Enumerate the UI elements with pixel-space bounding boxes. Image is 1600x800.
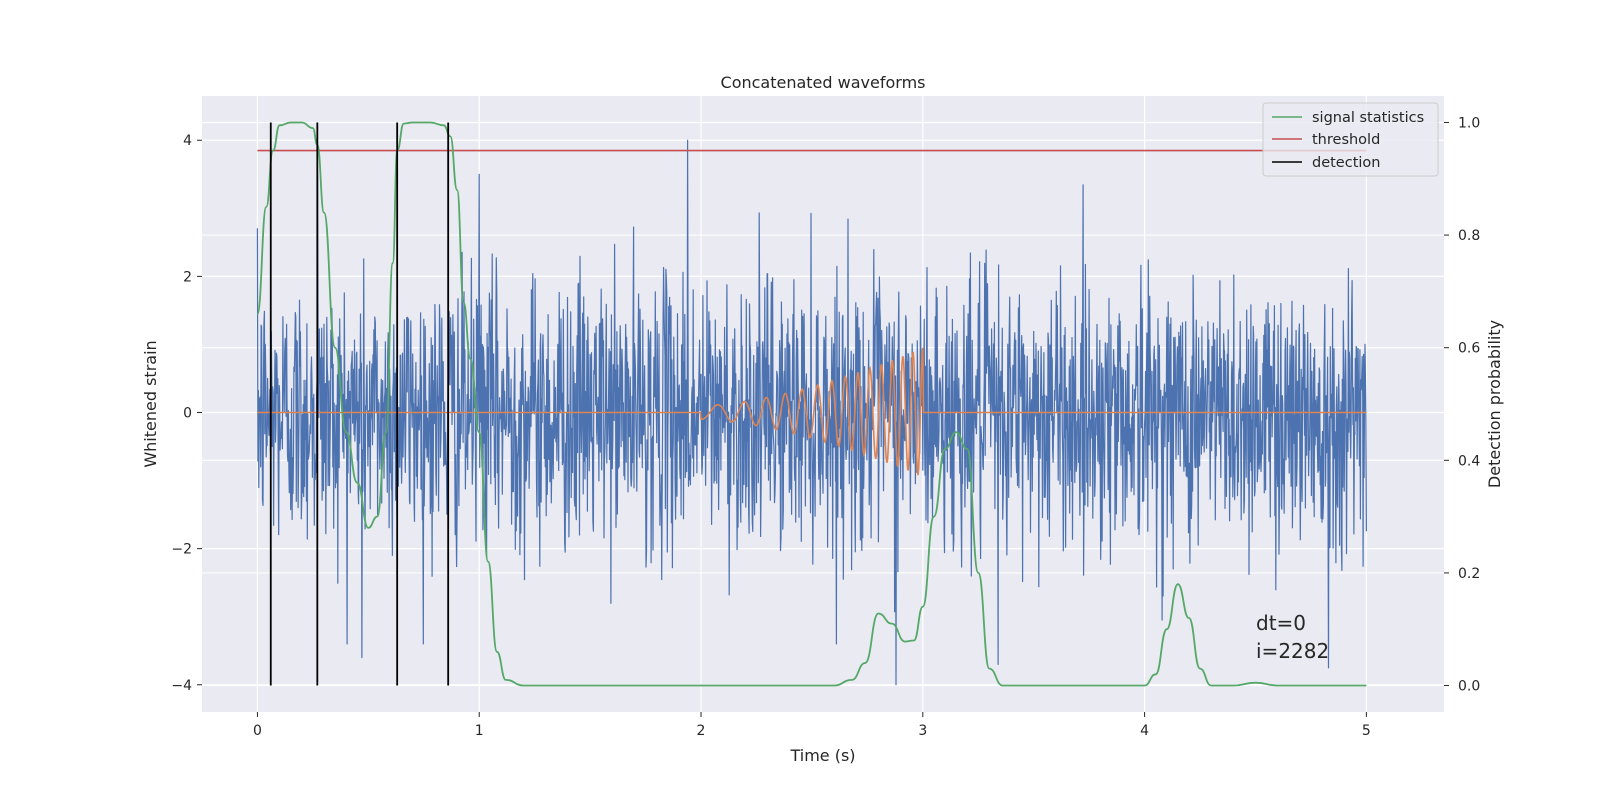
x-tick-label-4: 4: [1140, 723, 1149, 739]
y-tick-label-3: 2: [183, 269, 192, 285]
x-tick-label-1: 1: [475, 723, 484, 739]
signal-statistics-line: [256, 121, 1367, 687]
y2-tick-label-5: 1.0: [1458, 115, 1480, 131]
y-axis-label: Whitened strain: [141, 340, 160, 467]
axis-ticks: 0 1 2 3 4 5 −4 −2 0 2 4 0.0 0.2 0.4 0.6 0.8 1.0: [171, 115, 1480, 739]
x-tick-label-3: 3: [918, 723, 927, 739]
x-axis-label: Time (s): [789, 746, 855, 765]
x-tick-label-5: 5: [1362, 723, 1371, 739]
legend-label-detection: detection: [1312, 155, 1380, 171]
y-tick-label-2: 0: [183, 406, 192, 422]
signal-statistics-series: [256, 121, 1367, 687]
legend-label-signal-statistics: signal statistics: [1312, 110, 1424, 126]
y-tick-label-1: −2: [171, 542, 192, 558]
legend-label-threshold: threshold: [1312, 132, 1380, 148]
legend-box: [1262, 102, 1439, 177]
y2-tick-label-4: 0.8: [1458, 228, 1480, 244]
annotation-dt: dt=0: [1256, 611, 1306, 635]
y-tick-label-4: 4: [183, 133, 192, 149]
y2-tick-label-3: 0.6: [1458, 341, 1480, 357]
x-tick-label-2: 2: [697, 723, 706, 739]
chirp-waveform-series: [257, 347, 1367, 476]
chirp-line: [257, 347, 1367, 476]
y2-axis-label: Detection probability: [1485, 320, 1504, 488]
chart-title: Concatenated waveforms: [721, 73, 926, 92]
y2-tick-label-1: 0.2: [1458, 566, 1480, 582]
detection-lines: [269, 122, 450, 686]
y2-tick-label-2: 0.4: [1458, 453, 1480, 469]
y-tick-label-0: −4: [171, 678, 192, 694]
y2-tick-label-0: 0.0: [1458, 679, 1480, 695]
x-tick-label-0: 0: [253, 723, 262, 739]
legend: signal statistics threshold detection: [1262, 102, 1439, 177]
annotation-index: i=2282: [1256, 639, 1329, 663]
